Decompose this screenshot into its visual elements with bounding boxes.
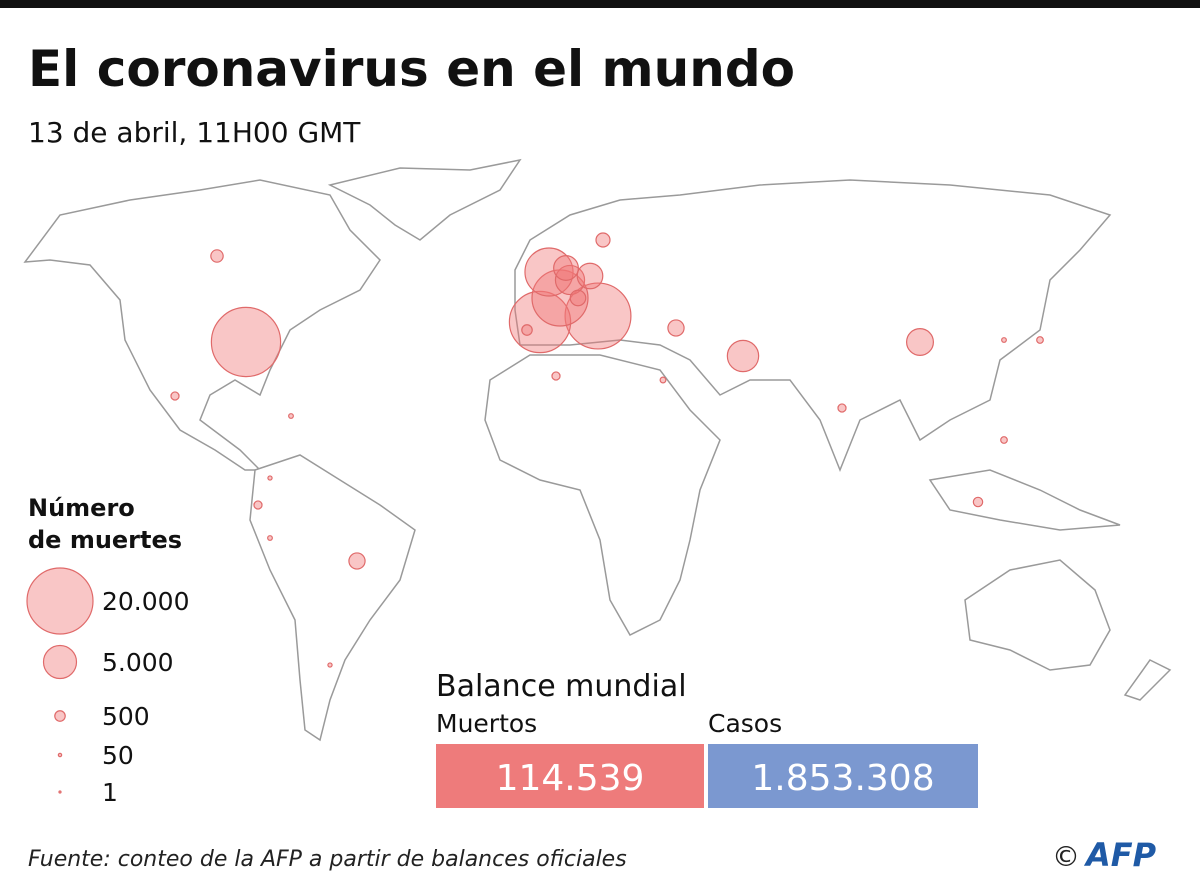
legend-title: de muertes <box>28 526 182 554</box>
greenland <box>327 158 522 241</box>
subtitle: 13 de abril, 11H00 GMT <box>28 116 361 149</box>
legend-label: 1 <box>102 778 118 807</box>
death-bubble <box>551 371 561 381</box>
top-bar <box>0 0 1200 8</box>
legend-bubble <box>54 710 66 722</box>
death-bubble <box>726 339 760 373</box>
death-bubble <box>210 306 282 378</box>
source: Fuente: conteo de la AFP a partir de bal… <box>28 847 627 872</box>
death-bubble <box>972 496 984 508</box>
legend-bubble <box>26 567 94 635</box>
copyright: © <box>1052 840 1080 873</box>
australia <box>964 559 1111 671</box>
death-bubble <box>553 255 579 281</box>
legend-label: 500 <box>102 702 150 731</box>
deaths-value: 114.539 <box>496 758 645 799</box>
death-bubble <box>667 319 685 337</box>
legend: 20.000 5.000 500 50 1 <box>26 567 189 807</box>
new-zealand <box>1123 659 1172 701</box>
death-bubble <box>564 282 632 350</box>
deaths-label: Muertos <box>436 709 537 738</box>
death-bubble <box>1001 337 1007 343</box>
bubbles <box>170 232 1044 668</box>
africa <box>484 354 721 636</box>
death-bubble <box>576 262 604 290</box>
north-america <box>23 179 381 471</box>
world-map <box>23 158 1172 742</box>
death-bubble <box>253 500 263 510</box>
death-bubble <box>595 232 611 248</box>
death-bubble <box>267 475 273 481</box>
death-bubble <box>210 249 224 263</box>
southeast-asia <box>928 469 1121 531</box>
cases-value: 1.853.308 <box>751 758 934 799</box>
death-bubble <box>524 247 574 297</box>
death-bubble <box>905 327 935 357</box>
cases-box <box>708 744 978 808</box>
deaths-box <box>436 744 704 808</box>
legend-label: 5.000 <box>102 648 174 677</box>
afp-logo: AFP <box>1083 836 1157 874</box>
death-bubble <box>348 552 366 570</box>
cases-label: Casos <box>708 709 782 738</box>
death-bubble <box>569 289 587 307</box>
legend-bubble <box>57 752 63 758</box>
death-bubble <box>837 403 847 413</box>
balance-title: Balance mundial <box>436 669 687 704</box>
eurasia <box>514 179 1112 473</box>
title: El coronavirus en el mundo <box>28 40 795 98</box>
legend-label: 50 <box>102 741 134 770</box>
death-bubble <box>327 662 333 668</box>
legend-title: Número <box>28 494 135 522</box>
death-bubble <box>288 413 294 419</box>
death-bubble <box>508 290 572 354</box>
legend-label: 20.000 <box>102 587 189 616</box>
death-bubble <box>659 376 667 384</box>
south-america <box>249 454 416 742</box>
legend-bubble <box>42 644 78 680</box>
death-bubble <box>1036 336 1044 344</box>
death-bubble <box>170 391 180 401</box>
death-bubble <box>521 324 533 336</box>
death-bubble <box>1000 436 1008 444</box>
legend-bubble <box>58 790 62 794</box>
death-bubble <box>267 535 273 541</box>
